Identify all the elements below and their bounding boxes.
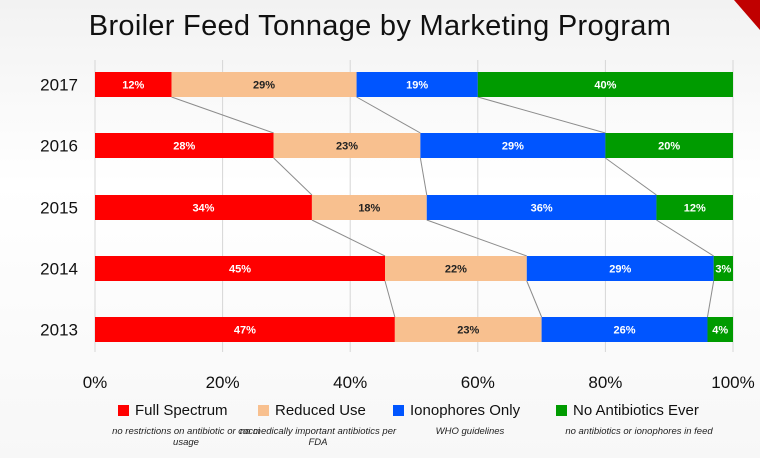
- series-line: [656, 219, 714, 257]
- bar-no-antibiotics-ever: [713, 256, 733, 281]
- series-line: [384, 280, 396, 318]
- legend-note-full-spectrum: no restrictions on antibiotic or cocci u…: [112, 426, 260, 448]
- bar-ionophores-only: [526, 256, 714, 281]
- legend-label-no-antibiotics-ever: No Antibiotics Ever: [573, 402, 699, 419]
- bar-no-antibiotics-ever: [707, 317, 733, 342]
- x-tick-label: 20%: [206, 373, 240, 392]
- bar-full-spectrum: [95, 72, 172, 97]
- bar-no-antibiotics-ever: [656, 195, 733, 220]
- data-label: 4%: [712, 325, 728, 337]
- series-line: [526, 280, 543, 318]
- bar-reduced-use: [273, 133, 421, 158]
- x-tick-label: 60%: [461, 373, 495, 392]
- series-line: [426, 219, 527, 257]
- data-label: 29%: [502, 141, 524, 153]
- data-label: 36%: [531, 203, 553, 215]
- legend-swatch-reduced-use: [258, 405, 269, 416]
- legend-item-full-spectrum: Full Spectrum: [118, 402, 228, 419]
- data-label: 40%: [594, 80, 616, 92]
- bar-ionophores-only: [426, 195, 657, 220]
- x-tick-label: 100%: [711, 373, 754, 392]
- data-label: 34%: [192, 203, 214, 215]
- data-label: 19%: [406, 80, 428, 92]
- bar-no-antibiotics-ever: [477, 72, 733, 97]
- data-label: 23%: [336, 141, 358, 153]
- data-label: 18%: [358, 203, 380, 215]
- y-category-label: 2017: [40, 76, 78, 95]
- bar-reduced-use: [385, 256, 527, 281]
- legend-note-ionophores-only: WHO guidelines: [435, 426, 505, 437]
- legend-label-reduced-use: Reduced Use: [275, 402, 366, 419]
- data-label: 12%: [122, 80, 144, 92]
- data-label: 22%: [445, 264, 467, 276]
- data-label: 29%: [253, 80, 275, 92]
- chart-area: 0% 20% 40% 60% 80% 100% 2017 12% 29% 19% 40% 2016 28…: [40, 60, 755, 392]
- bar-ionophores-only: [420, 133, 606, 158]
- data-label: 45%: [229, 264, 251, 276]
- bar-reduced-use: [311, 195, 427, 220]
- legend-swatch-ionophores-only: [393, 405, 404, 416]
- x-tick-label: 40%: [333, 373, 367, 392]
- bar-full-spectrum: [95, 317, 395, 342]
- bar-ionophores-only: [356, 72, 478, 97]
- series-line: [706, 280, 715, 318]
- y-category-label: 2015: [40, 199, 78, 218]
- bar-reduced-use: [394, 317, 542, 342]
- legend-swatch-full-spectrum: [118, 405, 129, 416]
- data-label: 3%: [715, 264, 731, 276]
- series-line: [356, 96, 421, 134]
- y-category-label: 2016: [40, 137, 78, 156]
- series-line: [273, 157, 313, 196]
- data-label: 28%: [173, 141, 195, 153]
- data-label: 23%: [457, 325, 479, 337]
- series-line: [171, 96, 274, 134]
- data-label: 12%: [684, 203, 706, 215]
- bar-full-spectrum: [95, 133, 274, 158]
- data-label: 29%: [609, 264, 631, 276]
- x-tick-label: 80%: [588, 373, 622, 392]
- legend-label-full-spectrum: Full Spectrum: [135, 402, 228, 419]
- bar-reduced-use: [171, 72, 357, 97]
- legend-item-no-antibiotics-ever: No Antibiotics Ever: [556, 402, 699, 419]
- series-line: [605, 157, 657, 196]
- bar-full-spectrum: [95, 256, 385, 281]
- series-line: [311, 219, 386, 257]
- legend: Full Spectrum Reduced Use Ionophores Onl…: [0, 402, 760, 458]
- bar-no-antibiotics-ever: [605, 133, 733, 158]
- data-label: 20%: [658, 141, 680, 153]
- legend-swatch-no-antibiotics-ever: [556, 405, 567, 416]
- y-category-label: 2013: [40, 321, 78, 340]
- legend-note-reduced-use: no medically important antibiotics per F…: [239, 426, 397, 448]
- bar-full-spectrum: [95, 195, 312, 220]
- series-line: [419, 157, 428, 196]
- chart-title: Broiler Feed Tonnage by Marketing Progra…: [88, 10, 672, 42]
- legend-item-ionophores-only: Ionophores Only: [393, 402, 520, 419]
- data-label: 26%: [614, 325, 636, 337]
- legend-item-reduced-use: Reduced Use: [258, 402, 366, 419]
- y-category-label: 2014: [40, 260, 78, 279]
- bar-ionophores-only: [541, 317, 708, 342]
- series-line: [477, 96, 606, 134]
- x-tick-label: 0%: [83, 373, 108, 392]
- legend-note-no-antibiotics-ever: no antibiotics or ionophores in feed: [565, 426, 713, 437]
- data-label: 47%: [234, 325, 256, 337]
- legend-label-ionophores-only: Ionophores Only: [410, 402, 521, 419]
